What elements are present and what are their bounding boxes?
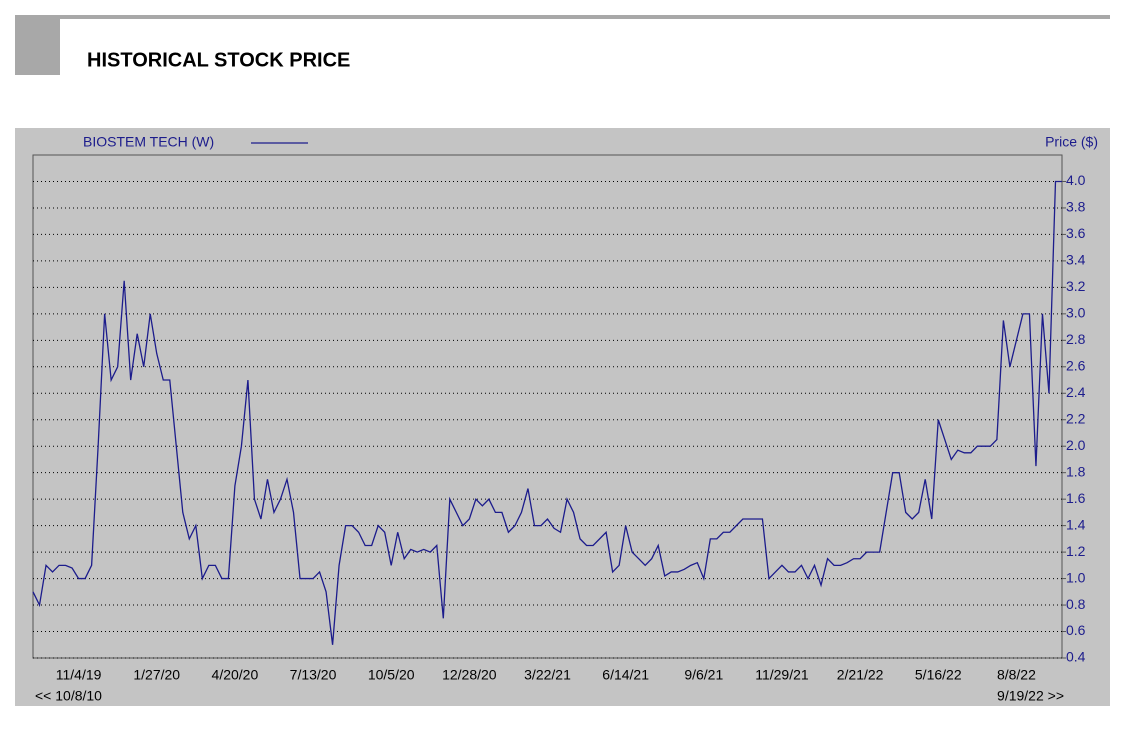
range-end: 9/19/22 >> [997,688,1064,704]
y-tick-label: 2.2 [1066,410,1086,426]
x-tick-label: 1/27/20 [133,667,180,683]
x-tick-label: 5/16/22 [915,667,962,683]
y-tick-label: 3.6 [1066,225,1086,241]
y-tick-label: 0.4 [1066,649,1086,665]
y-tick-label: 1.4 [1066,516,1086,532]
header-rule [15,15,1110,19]
price-line [32,180,1062,645]
x-tick-label: 11/4/19 [56,667,102,683]
x-tick-label: 4/20/20 [212,667,259,683]
x-tick-label: 10/5/20 [368,667,415,683]
y-tick-label: 2.8 [1066,331,1086,347]
y-tick-label: 2.6 [1066,357,1086,373]
y-tick-label: 2.0 [1066,437,1086,453]
y-tick-label: 3.0 [1066,305,1086,321]
y-tick-label: 0.6 [1066,622,1086,638]
y-tick-label: 1.2 [1066,543,1086,559]
y-tick-label: 1.6 [1066,490,1086,506]
x-tick-label: 9/6/21 [684,667,723,683]
x-tick-label: 7/13/20 [290,667,337,683]
x-tick-label: 2/21/22 [837,667,884,683]
x-tick-label: 11/29/21 [755,667,809,683]
x-tick-label: 8/8/22 [997,667,1036,683]
page-title: HISTORICAL STOCK PRICE [87,49,350,71]
range-start: << 10/8/10 [35,688,102,704]
x-tick-label: 3/22/21 [524,667,571,683]
y-tick-label: 1.0 [1066,569,1086,585]
x-tick-label: 12/28/20 [442,667,497,683]
y-tick-label: 3.8 [1066,199,1086,215]
header-block [15,15,60,75]
y-tick-label: 3.2 [1066,278,1086,294]
y-axis-label: Price ($) [1045,134,1098,150]
y-tick-label: 0.8 [1066,596,1086,612]
plot-frame [32,154,1063,659]
y-tick-label: 4.0 [1066,172,1086,188]
chart-panel [15,128,1110,706]
y-tick-label: 3.4 [1066,252,1086,268]
y-tick-label: 2.4 [1066,384,1086,400]
x-tick-label: 6/14/21 [602,667,649,683]
legend-label: BIOSTEM TECH (W) [83,134,214,150]
y-tick-label: 1.8 [1066,463,1086,479]
